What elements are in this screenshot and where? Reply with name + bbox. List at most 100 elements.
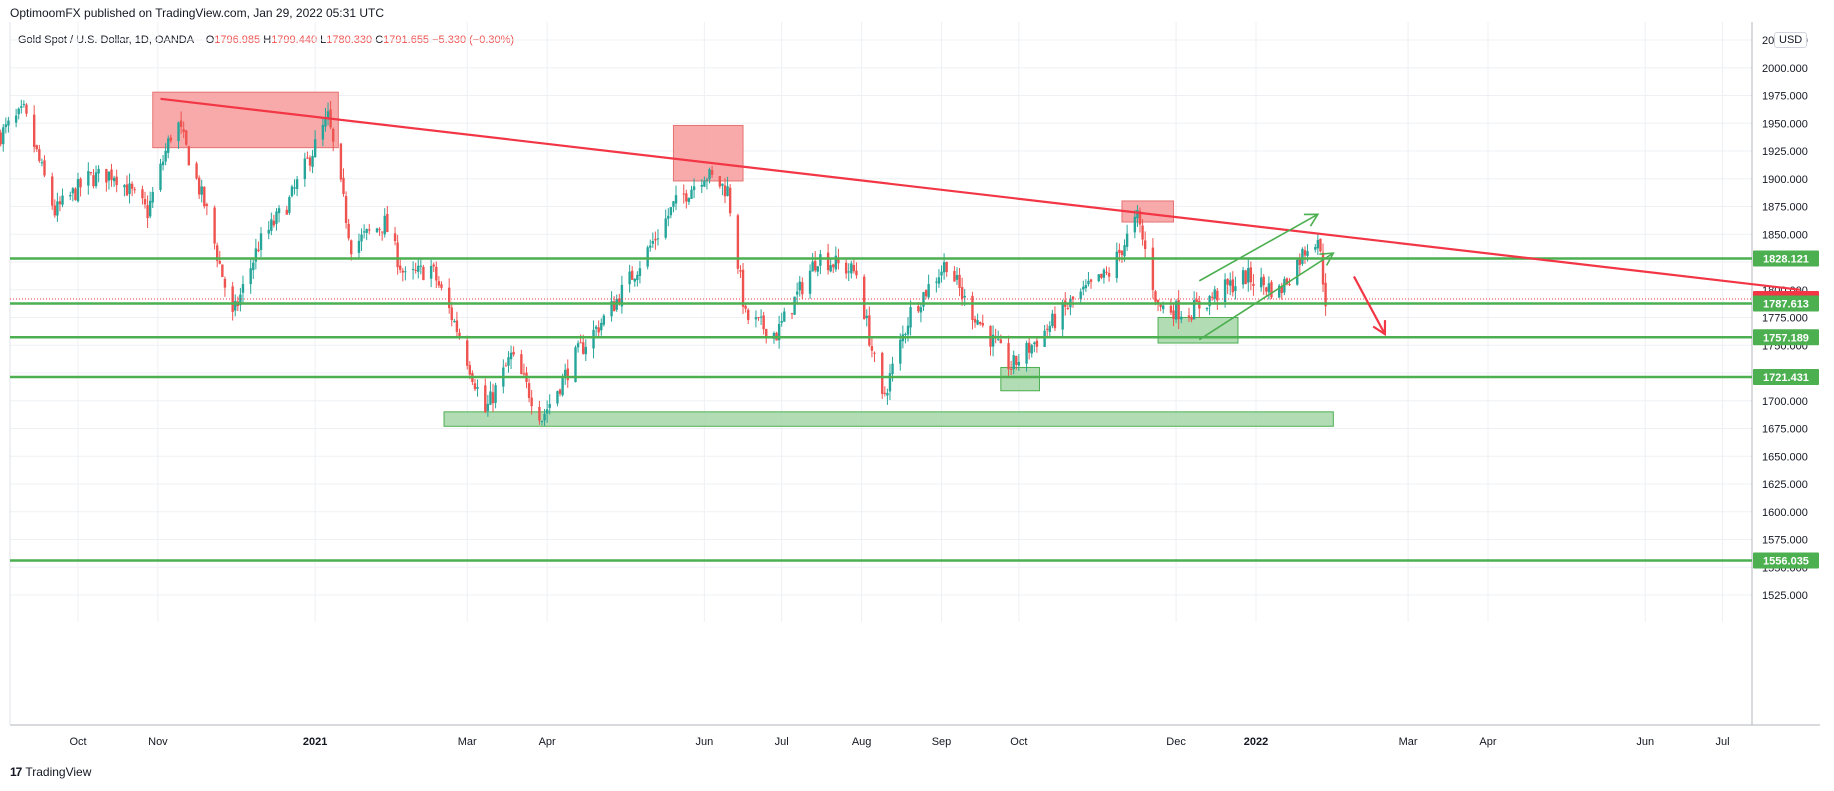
price-label-badge — [1753, 250, 1819, 267]
candle-body — [447, 287, 451, 309]
candle-body — [597, 327, 600, 333]
candle-body — [978, 321, 982, 324]
y-tick-label: 2000.000 — [1762, 63, 1808, 75]
candle-body — [1226, 278, 1229, 285]
candle-body — [187, 146, 191, 166]
candle-body — [32, 114, 36, 147]
candle-body — [705, 179, 709, 181]
candle-body — [899, 339, 902, 364]
candle-body — [429, 266, 433, 279]
candle-body — [74, 188, 77, 200]
candle-body — [793, 296, 796, 315]
candle-body — [690, 189, 693, 199]
candle-body — [1009, 368, 1013, 370]
candle-body — [651, 241, 655, 244]
candle-body — [628, 271, 631, 285]
candle-body — [306, 157, 309, 159]
candle-body — [290, 186, 294, 197]
currency-button[interactable]: USD — [1774, 32, 1808, 48]
candle-body — [241, 284, 245, 293]
candle-body — [963, 296, 966, 298]
forecast-arrow-head — [1372, 320, 1387, 337]
candle-body — [56, 201, 59, 216]
candle-body — [543, 414, 546, 421]
candle-body — [213, 207, 216, 244]
candle-body — [1187, 315, 1191, 318]
candle-body — [17, 108, 20, 115]
candle-body — [850, 263, 853, 274]
candle-body — [476, 386, 479, 389]
candle-body — [1123, 245, 1126, 257]
candle-body — [1321, 252, 1325, 285]
candle-body — [973, 318, 977, 323]
candle-body — [958, 274, 961, 288]
candle-body — [883, 392, 887, 394]
candle-body — [331, 128, 335, 142]
x-tick-label: 2021 — [303, 736, 327, 748]
candle-body — [736, 215, 740, 269]
candle-body — [53, 205, 57, 216]
candle-body — [1015, 355, 1018, 365]
candle-body — [1120, 250, 1124, 255]
candle-body — [20, 106, 23, 108]
descending-trendline — [160, 97, 1801, 291]
candle-body — [1223, 279, 1227, 303]
candle-body — [1082, 286, 1085, 290]
price-label-text: 1828.121 — [1763, 254, 1809, 266]
candle-body — [1285, 278, 1289, 285]
candle-body — [419, 265, 423, 267]
candle-body — [1216, 290, 1219, 301]
candle-body — [115, 176, 118, 186]
candle-body — [324, 117, 327, 127]
candle-body — [795, 291, 799, 295]
candle-body — [350, 240, 353, 255]
price-label-text: 1721.431 — [1763, 372, 1809, 384]
candle-body — [971, 295, 974, 320]
candle-body — [89, 172, 93, 174]
candle-body — [1267, 283, 1271, 293]
candle-body — [955, 275, 959, 280]
candle-body — [195, 163, 198, 179]
candle-body — [1143, 240, 1147, 250]
candle-body — [1298, 258, 1302, 265]
candle-body — [249, 268, 252, 285]
candle-body — [205, 204, 209, 206]
candle-body — [1097, 274, 1100, 282]
candle-body — [723, 185, 727, 197]
candle-body — [790, 313, 794, 315]
y-tick-label: 1600.000 — [1762, 507, 1808, 519]
candle-body — [509, 352, 513, 360]
x-tick-label: Dec — [1166, 736, 1186, 748]
candle-body — [38, 149, 41, 161]
candle-body — [1046, 328, 1049, 330]
candle-body — [999, 339, 1003, 344]
candle-body — [1283, 279, 1286, 293]
candle-body — [347, 223, 350, 239]
candle-body — [942, 262, 946, 273]
candle-body — [1141, 225, 1144, 240]
price-label-badge — [1753, 295, 1819, 312]
candle-body — [777, 323, 781, 341]
candle-body — [1071, 296, 1075, 300]
candle-body — [692, 186, 696, 191]
candle-body — [22, 103, 26, 105]
candle-body — [960, 287, 964, 299]
candle-body — [870, 346, 874, 351]
candle-body — [757, 317, 760, 319]
candle-body — [404, 271, 407, 273]
candle-body — [432, 264, 435, 267]
x-tick-label: Jul — [1716, 736, 1730, 748]
candle-body — [991, 334, 995, 347]
candle-body — [1210, 296, 1214, 298]
candle-body — [834, 255, 838, 270]
candle-body — [620, 284, 624, 307]
candle-body — [808, 270, 812, 294]
candle-body — [1151, 247, 1155, 291]
candle-body — [700, 184, 703, 187]
candle-body — [881, 352, 884, 394]
candle-body — [239, 294, 242, 306]
candle-body — [486, 403, 490, 411]
candle-body — [58, 201, 62, 205]
candle-body — [592, 329, 595, 349]
